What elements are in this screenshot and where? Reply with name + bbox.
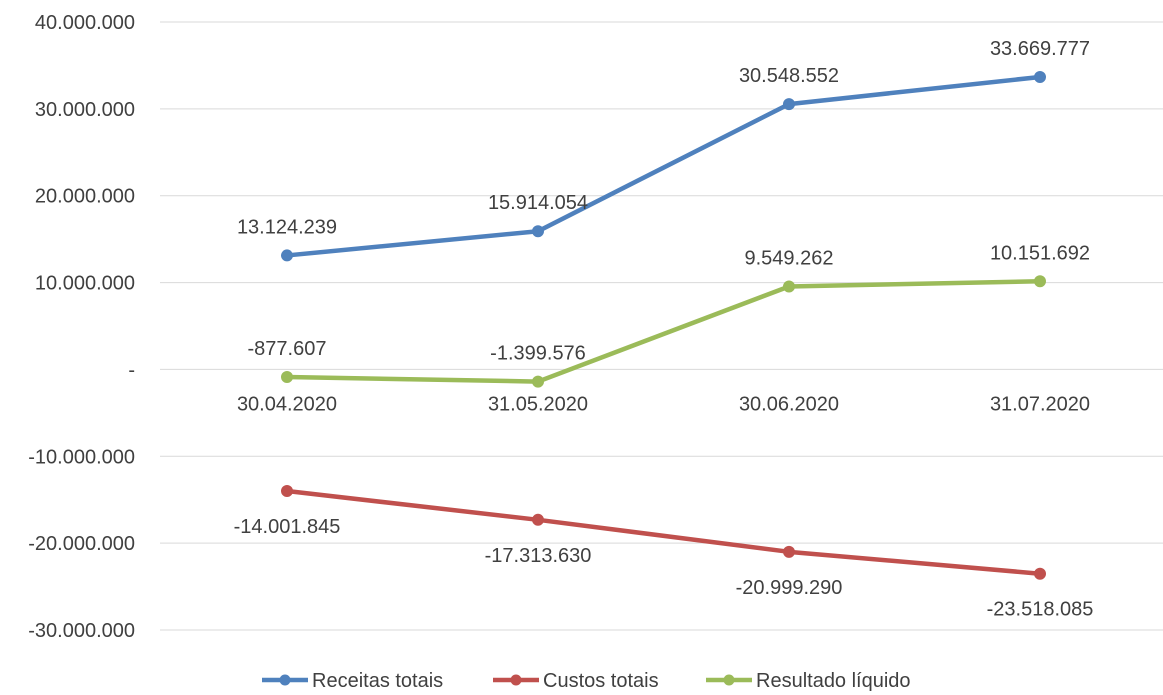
data-label: -14.001.845: [234, 516, 341, 538]
legend-label: Resultado líquido: [756, 670, 911, 692]
y-tick-label: 10.000.000: [35, 273, 135, 295]
y-tick-label: 20.000.000: [35, 186, 135, 208]
data-point: [783, 280, 795, 293]
data-point: [1034, 275, 1046, 288]
data-label: -23.518.085: [987, 599, 1094, 621]
legend-swatch-marker: [279, 674, 291, 686]
x-tick-label: 30.06.2020: [739, 393, 839, 415]
data-label: 13.124.239: [237, 216, 337, 238]
y-tick-label: -20.000.000: [28, 533, 135, 555]
legend-item: Receitas totais: [262, 670, 443, 692]
data-point: [532, 513, 544, 526]
x-tick-label: 30.04.2020: [237, 393, 337, 415]
data-point: [783, 545, 795, 558]
data-label: -1.399.576: [490, 343, 586, 365]
grid-layer: [160, 21, 1163, 631]
data-point: [281, 485, 293, 498]
data-point: [783, 98, 795, 111]
y-tick-label: -10.000.000: [28, 446, 135, 468]
legend-item: Resultado líquido: [706, 670, 911, 692]
y-tick-label: -: [128, 359, 135, 381]
x-axis-ticks: 30.04.2020 31.05.2020 30.06.2020 31.07.2020: [237, 393, 1090, 415]
y-tick-label: 40.000.000: [35, 12, 135, 34]
data-point: [1034, 70, 1046, 83]
legend-swatch-marker: [510, 674, 522, 686]
series-layer: [281, 70, 1046, 580]
legend-swatch-marker: [723, 674, 735, 686]
data-point: [1034, 567, 1046, 580]
y-tick-label: -30.000.000: [28, 620, 135, 642]
series-line-2: [284, 279, 1043, 384]
x-tick-label: 31.07.2020: [990, 393, 1090, 415]
y-axis-ticks: 40.000.000 30.000.000 20.000.000 10.000.000…: [28, 12, 135, 642]
data-labels: 13.124.239 15.914.054 30.548.552 33.669.777…: [234, 38, 1094, 621]
legend-item: Custos totais: [493, 670, 659, 692]
data-point: [281, 249, 293, 262]
data-label: 30.548.552: [739, 65, 839, 87]
legend-label: Custos totais: [543, 670, 659, 692]
y-tick-label: 30.000.000: [35, 99, 135, 121]
legend: Receitas totais Custos totais Resultado lí…: [262, 670, 911, 692]
data-point: [532, 375, 544, 388]
data-label: 15.914.054: [488, 192, 588, 214]
data-label: -877.607: [248, 338, 327, 360]
data-label: -20.999.290: [736, 577, 843, 599]
data-label: 33.669.777: [990, 38, 1090, 60]
series-line-0: [284, 74, 1043, 258]
data-label: -17.313.630: [485, 545, 592, 567]
x-tick-label: 31.05.2020: [488, 393, 588, 415]
data-point: [281, 371, 293, 384]
data-point: [532, 225, 544, 238]
series-line-1: [284, 488, 1043, 576]
data-label: 10.151.692: [990, 242, 1090, 264]
legend-label: Receitas totais: [312, 670, 443, 692]
data-label: 9.549.262: [745, 247, 834, 269]
